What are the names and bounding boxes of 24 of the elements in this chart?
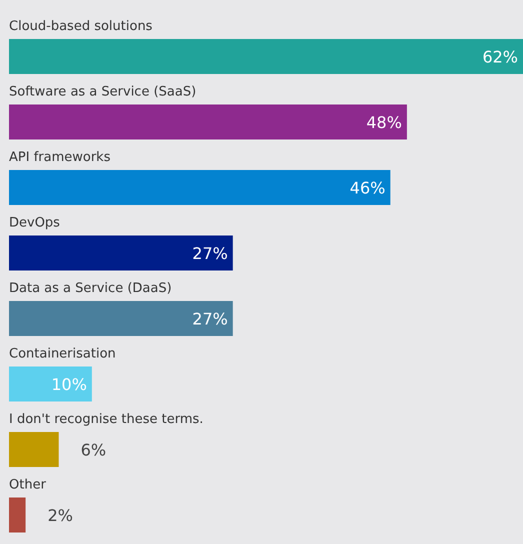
bar <box>9 236 233 270</box>
y-tick-label: Cloud-based solutions <box>9 19 153 34</box>
bar <box>9 39 523 74</box>
y-tick-label: Data as a Service (DaaS) <box>9 281 172 296</box>
data-label: 2% <box>48 506 73 525</box>
bar <box>9 170 390 205</box>
y-tick-label: I don't recognise these terms. <box>9 412 204 427</box>
y-tick-label: Software as a Service (SaaS) <box>9 84 196 100</box>
data-label: 46% <box>350 178 386 198</box>
y-tick-label: API frameworks <box>9 150 111 165</box>
bar <box>9 301 233 336</box>
y-tick-label: Other <box>9 478 47 492</box>
bar <box>9 104 407 140</box>
y-tick-label: Containerisation <box>9 346 116 362</box>
data-label: 27% <box>192 310 228 328</box>
data-label: 48% <box>366 113 402 132</box>
data-label: 6% <box>80 440 106 460</box>
bar <box>9 498 26 532</box>
bar <box>9 432 59 467</box>
data-label: 27% <box>192 244 228 263</box>
data-label: 10% <box>51 375 87 394</box>
bar <box>9 366 92 402</box>
y-tick-label: DevOps <box>9 216 60 230</box>
data-label: 62% <box>482 48 518 66</box>
